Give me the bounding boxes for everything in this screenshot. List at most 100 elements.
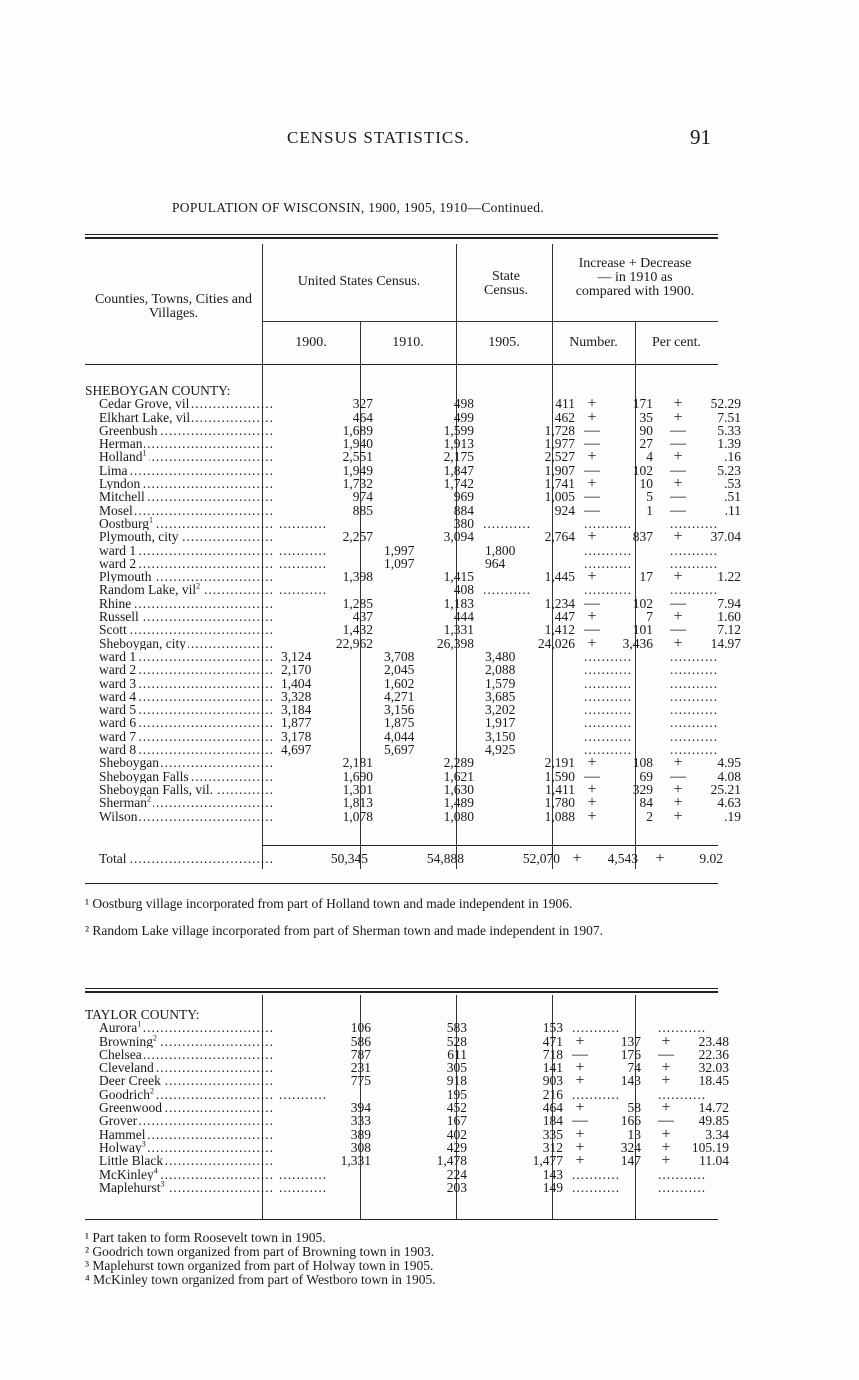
place-label: Herman [99, 437, 145, 451]
place-name: Oostburg1 [85, 516, 276, 531]
change-percent: — .11 [667, 504, 753, 517]
value-c1910: 4,271 [384, 689, 415, 704]
value: 7.12 [717, 623, 741, 637]
place-name: Lyndon [85, 477, 276, 491]
sign: + [673, 796, 683, 810]
table-row: Maplehurst3........... 203 149............… [85, 1180, 741, 1195]
change-percent: +52.29 [667, 397, 753, 410]
value-c1900: 1,690 [342, 769, 373, 783]
place-label: Mosel [99, 503, 135, 517]
change-percent: +7.51 [667, 411, 753, 424]
dotted-leader: ........... [670, 556, 719, 571]
change-percent: +1.60 [667, 610, 753, 623]
place-text: Sheboygan Falls [99, 769, 189, 783]
value-c1910: 408 [453, 583, 474, 597]
value-c1910: 1,997 [384, 543, 415, 557]
change-number: +171 [581, 397, 667, 410]
taylor-table: TAYLOR COUNTY:Aurora1106583153..........… [85, 1008, 741, 1195]
table-row: Browning2586528471+137+23.48 [85, 1034, 741, 1048]
sign: + [661, 1127, 671, 1141]
dotted-leader: ........... [670, 729, 719, 744]
value-c1910: 444 [453, 610, 474, 624]
place-label: Plymouth [99, 570, 154, 584]
place-name: McKinley4 [85, 1167, 276, 1181]
header-divider [456, 321, 552, 322]
county-name: TAYLOR COUNTY: [85, 1008, 200, 1022]
value-c1910: 1,742 [443, 477, 474, 491]
place-label: Cleveland [99, 1061, 156, 1075]
value: 4.95 [717, 756, 741, 770]
change-percent: + .53 [667, 477, 753, 490]
place-name: Maplehurst3 [85, 1180, 276, 1195]
value-c1905: 411 [555, 397, 575, 411]
table-row: ward 4 3,328 4,271 3,685...................… [85, 689, 753, 704]
place-label: Rhine [99, 596, 134, 611]
place-text: Rhine [99, 596, 132, 611]
sign: + [587, 570, 597, 584]
dotted-leader: ........... [279, 516, 328, 531]
place-label: Grover [99, 1114, 140, 1128]
sign: — [584, 463, 600, 478]
value-c1910: 918 [446, 1074, 467, 1088]
value-c1910: 2,175 [443, 450, 474, 464]
place-text: ward 8 [99, 743, 137, 757]
table-row: ward 3 1,404 1,602 1,579...................… [85, 676, 753, 690]
change-number: +147 [569, 1154, 655, 1167]
place-name: Plymouth [85, 570, 276, 584]
footnote-ref: 2 [196, 583, 201, 591]
dotted-leader: ........... [572, 1167, 621, 1181]
value-c1910: 498 [453, 397, 474, 411]
place-name: Deer Creek [85, 1074, 276, 1088]
sign: + [673, 530, 683, 544]
place-text: ward 2 [99, 663, 137, 677]
value-c1900: 3,124 [281, 649, 312, 664]
change-percent: +32.03 [655, 1061, 741, 1074]
footnote: ² Goodrich town organized from part of B… [85, 1244, 435, 1259]
place-text: Sheboygan, city [99, 636, 186, 650]
place-text: Deer Creek [99, 1074, 161, 1088]
value: 49.85 [698, 1114, 729, 1128]
sign: + [587, 477, 597, 491]
value-c1905: 1,445 [544, 570, 575, 584]
empty-cell [655, 1008, 741, 1021]
place-text: Russell [99, 610, 139, 624]
sign: — [670, 437, 686, 451]
dotted-leader: ........... [584, 556, 633, 571]
sign: + [587, 450, 597, 464]
footnote: ¹ Part taken to form Roosevelt town in 1… [85, 1230, 326, 1245]
table-row: Elkhart Lake, vil464499462+35+7.51 [85, 410, 753, 424]
table-row: Grover 333 167 184 — 166 — 49.85 [85, 1114, 741, 1128]
place-name: Total [85, 852, 276, 866]
sign: — [584, 490, 600, 504]
place-name: Mosel [85, 503, 276, 517]
change-percent: +23.48 [655, 1035, 741, 1048]
place-name: ward 2 [85, 663, 276, 677]
place-label: Little Black [99, 1154, 166, 1168]
place-label: Sheboygan Falls [99, 769, 191, 783]
value-c1900: 1,813 [342, 796, 373, 810]
value: 69 [639, 769, 654, 783]
place-name: Greenwood [85, 1101, 276, 1115]
change-number: +108 [581, 756, 667, 769]
us-census-header: United States Census. [297, 274, 421, 289]
sign: — [584, 769, 600, 783]
place-name: Aurora1 [85, 1021, 276, 1035]
table-row: Mosel885884924—1—.11 [85, 503, 753, 517]
place-name: Plymouth, city [85, 530, 276, 544]
place-name: Holway3 [85, 1140, 276, 1155]
empty-cell [276, 1008, 377, 1021]
table-row: Cedar Grove, vil327498411+171+52.29 [85, 397, 753, 411]
value: 3,436 [622, 636, 653, 650]
place-text: Random Lake, vil [99, 583, 197, 597]
value-c1910: 1,621 [443, 769, 474, 783]
value-c1910: 3,094 [443, 530, 474, 544]
place-text: McKinley [99, 1167, 154, 1181]
place-text: Oostburg [99, 516, 150, 531]
value-c1910: 224 [446, 1167, 467, 1181]
sign: + [673, 410, 683, 424]
place-label: Chelsea [99, 1047, 144, 1062]
change-percent: +9.02 [649, 852, 732, 865]
